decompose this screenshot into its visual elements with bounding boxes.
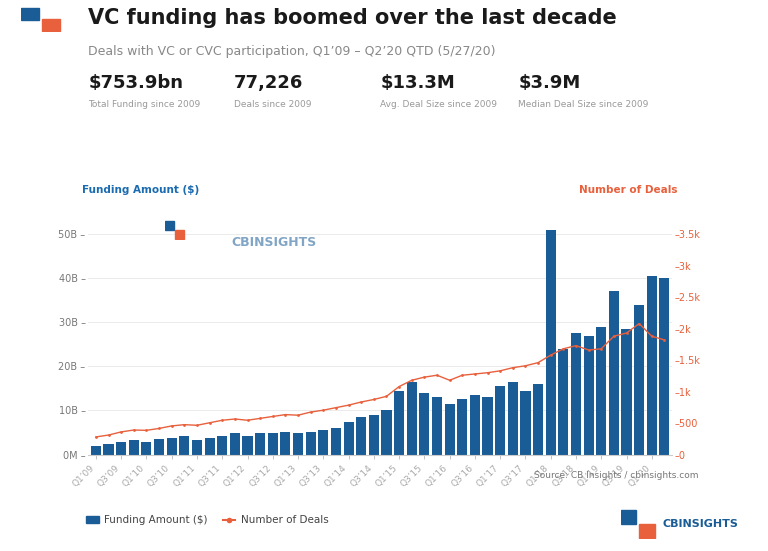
Text: Total Funding since 2009: Total Funding since 2009 [88, 100, 200, 109]
Bar [217, 436, 227, 455]
Bar [179, 436, 190, 455]
Bar [647, 276, 657, 455]
Bar [407, 382, 417, 455]
Bar [318, 430, 329, 455]
Bar [596, 327, 606, 455]
Text: Funding Amount ($): Funding Amount ($) [82, 185, 200, 195]
Bar [104, 444, 114, 455]
Legend: Funding Amount ($), Number of Deals: Funding Amount ($), Number of Deals [82, 511, 333, 530]
Bar [419, 393, 429, 455]
Text: Avg. Deal Size since 2009: Avg. Deal Size since 2009 [380, 100, 497, 109]
Bar [154, 439, 164, 455]
Bar [639, 523, 654, 538]
Bar [21, 8, 38, 20]
Bar [255, 434, 265, 455]
Text: CBINSIGHTS: CBINSIGHTS [231, 236, 316, 249]
Bar [634, 305, 644, 455]
Text: $13.3M: $13.3M [380, 74, 455, 93]
Bar [558, 349, 568, 455]
Bar [571, 333, 581, 455]
Bar [621, 510, 636, 525]
Bar [584, 336, 594, 455]
Bar [306, 431, 316, 455]
Bar [331, 428, 341, 455]
Bar [243, 436, 253, 455]
Bar [545, 230, 556, 455]
Bar [394, 391, 404, 455]
Text: 77,226: 77,226 [234, 74, 303, 93]
Bar [41, 19, 60, 31]
Bar [660, 278, 670, 455]
Bar [369, 415, 379, 455]
Bar [230, 434, 240, 455]
Bar [356, 417, 366, 455]
Bar [609, 291, 619, 455]
Text: $3.9M: $3.9M [518, 74, 581, 93]
Text: CBINSIGHTS: CBINSIGHTS [662, 519, 738, 529]
Bar [432, 397, 442, 455]
Bar [91, 446, 101, 455]
Bar [129, 440, 139, 455]
Bar [621, 329, 631, 455]
Bar [445, 404, 455, 455]
Bar [165, 221, 174, 230]
Text: Number of Deals: Number of Deals [579, 185, 678, 195]
Text: Source: CB Insights / cbinsights.com: Source: CB Insights / cbinsights.com [535, 471, 699, 480]
Bar [521, 391, 531, 455]
Text: Deals with VC or CVC participation, Q1’09 – Q2’20 QTD (5/27/20): Deals with VC or CVC participation, Q1’0… [88, 45, 496, 58]
Bar [116, 442, 126, 455]
Bar [268, 433, 278, 455]
Bar [343, 422, 353, 455]
Bar [141, 442, 151, 455]
Text: $753.9bn: $753.9bn [88, 74, 184, 93]
Bar [533, 384, 543, 455]
Bar [382, 410, 392, 455]
Bar [167, 438, 177, 455]
Bar [280, 431, 290, 455]
Bar [175, 230, 184, 239]
Bar [482, 397, 492, 455]
Bar [470, 395, 480, 455]
Bar [495, 386, 505, 455]
Text: Deals since 2009: Deals since 2009 [234, 100, 312, 109]
Bar [204, 438, 215, 455]
Bar [192, 440, 202, 455]
Bar [293, 434, 303, 455]
Bar [457, 399, 468, 455]
Bar [508, 382, 518, 455]
Text: Median Deal Size since 2009: Median Deal Size since 2009 [518, 100, 649, 109]
Text: VC funding has boomed over the last decade: VC funding has boomed over the last deca… [88, 8, 617, 28]
